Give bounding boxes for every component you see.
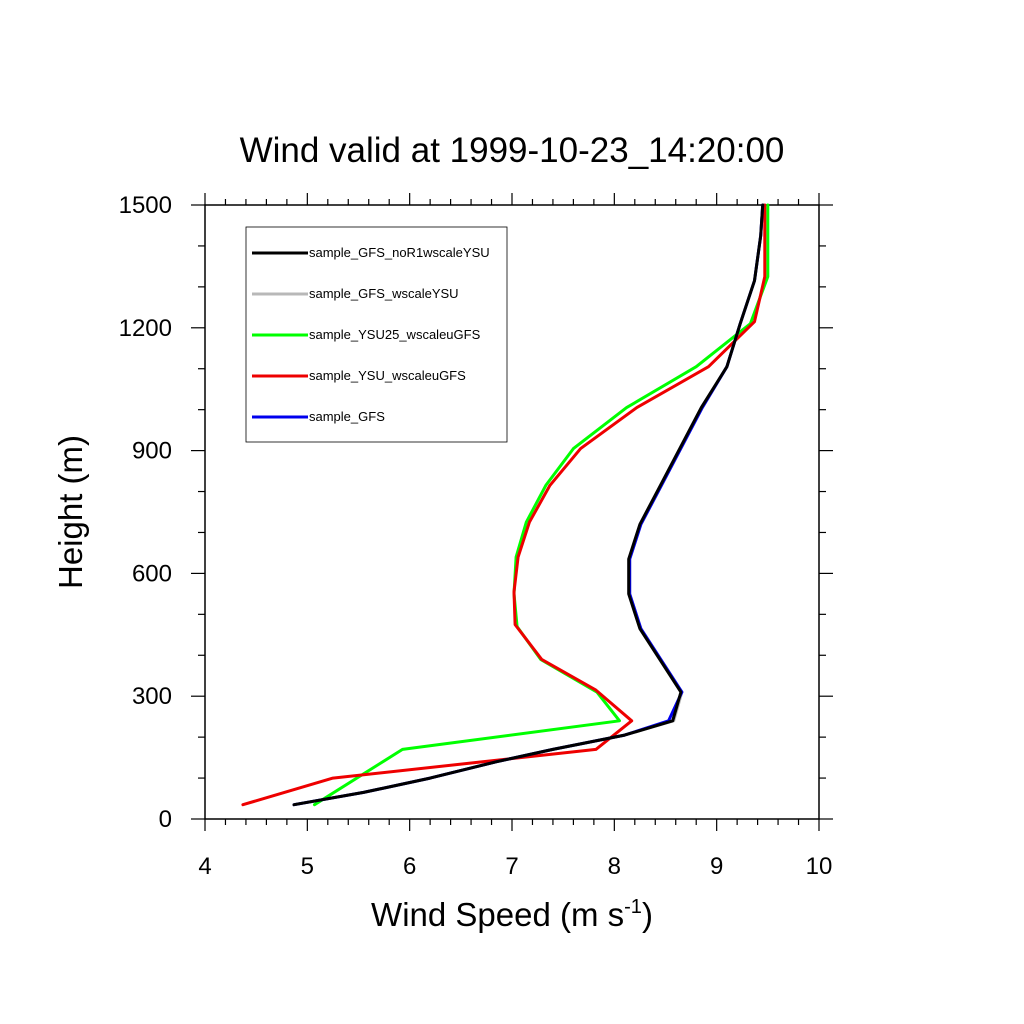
y-tick-label: 1200: [119, 315, 172, 342]
series-line-sample_YSU_wscaleuGFS: [241, 203, 767, 807]
y-tick-label: 300: [132, 683, 172, 710]
series-line-sample_GFS_noR1wscaleYSU: [292, 203, 765, 807]
x-tick-label: 9: [710, 853, 723, 880]
axis-tick-labels: 4 5 6 7 8 9 10 0 300 600 900 1200 1500: [119, 192, 833, 880]
x-tick-label: 7: [505, 853, 518, 880]
y-tick-label: 900: [132, 438, 172, 465]
legend-label: sample_GFS_noR1wscaleYSU: [309, 245, 490, 260]
x-axis-label-superscript: -1: [624, 896, 642, 918]
legend-label: sample_YSU_wscaleuGFS: [309, 368, 466, 383]
legend-label: sample_GFS_wscaleYSU: [309, 286, 459, 301]
y-axis-label: Height (m): [52, 435, 89, 589]
x-tick-label: 5: [301, 853, 314, 880]
x-axis-label-main: Wind Speed (m s: [371, 896, 624, 933]
x-tick-label: 4: [198, 853, 211, 880]
axis-ticks: [191, 193, 833, 831]
y-tick-label: 600: [132, 560, 172, 587]
series-line-sample_YSU25_wscaleuGFS: [313, 203, 770, 807]
x-axis-label-end: ): [642, 896, 653, 933]
legend-label: sample_GFS: [309, 409, 385, 424]
legend: sample_GFS_noR1wscaleYSU sample_GFS_wscal…: [245, 226, 508, 443]
x-axis-label: Wind Speed (m s-1): [371, 896, 653, 933]
x-tick-label: 10: [806, 853, 833, 880]
legend-label: sample_YSU25_wscaleuGFS: [309, 327, 481, 342]
y-tick-label: 1500: [119, 192, 172, 219]
y-tick-label: 0: [159, 806, 172, 833]
x-tick-label: 8: [608, 853, 621, 880]
chart-title: Wind valid at 1999-10-23_14:20:00: [240, 131, 785, 170]
series-lines: [241, 203, 770, 807]
x-tick-label: 6: [403, 853, 416, 880]
